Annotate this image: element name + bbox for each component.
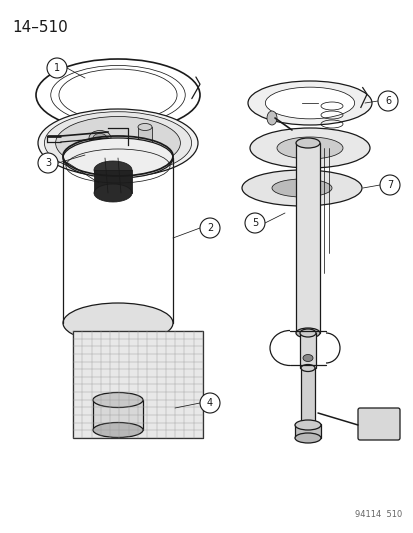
- Bar: [93, 400, 142, 430]
- Circle shape: [199, 393, 219, 413]
- Ellipse shape: [276, 137, 342, 159]
- Bar: [295, 143, 319, 333]
- Text: 2: 2: [206, 223, 213, 233]
- Bar: [299, 333, 315, 368]
- Circle shape: [199, 218, 219, 238]
- Ellipse shape: [294, 433, 320, 443]
- Text: 3: 3: [45, 158, 51, 168]
- Ellipse shape: [294, 420, 320, 430]
- Bar: [73, 331, 202, 438]
- Ellipse shape: [138, 124, 152, 131]
- Ellipse shape: [300, 422, 314, 429]
- Ellipse shape: [63, 138, 173, 178]
- Circle shape: [244, 213, 264, 233]
- Ellipse shape: [94, 161, 132, 179]
- Ellipse shape: [271, 179, 331, 197]
- Circle shape: [377, 91, 397, 111]
- Ellipse shape: [265, 87, 354, 119]
- Ellipse shape: [89, 131, 111, 146]
- Text: 1: 1: [54, 63, 60, 73]
- Ellipse shape: [299, 329, 315, 337]
- Ellipse shape: [138, 143, 152, 150]
- Ellipse shape: [63, 303, 173, 343]
- Ellipse shape: [302, 354, 312, 361]
- Ellipse shape: [44, 112, 191, 174]
- Circle shape: [379, 175, 399, 195]
- Ellipse shape: [247, 81, 371, 125]
- Ellipse shape: [295, 328, 319, 338]
- Bar: [94, 170, 132, 193]
- Bar: [300, 368, 314, 425]
- Text: 14–510: 14–510: [12, 20, 68, 35]
- Ellipse shape: [93, 392, 142, 408]
- Ellipse shape: [94, 184, 132, 202]
- Ellipse shape: [55, 117, 180, 169]
- Ellipse shape: [38, 109, 197, 177]
- Bar: [138, 127, 152, 147]
- Text: 4: 4: [206, 398, 213, 408]
- Text: 5: 5: [251, 218, 257, 228]
- Ellipse shape: [242, 170, 361, 206]
- Text: 7: 7: [386, 180, 392, 190]
- Circle shape: [38, 153, 58, 173]
- Bar: [294, 424, 320, 438]
- Ellipse shape: [300, 365, 314, 372]
- Ellipse shape: [249, 128, 369, 168]
- Ellipse shape: [266, 111, 276, 125]
- Circle shape: [47, 58, 67, 78]
- Text: 6: 6: [384, 96, 390, 106]
- FancyBboxPatch shape: [357, 408, 399, 440]
- Ellipse shape: [295, 138, 319, 148]
- Text: 94114  510: 94114 510: [354, 510, 401, 519]
- Ellipse shape: [93, 133, 107, 142]
- Ellipse shape: [93, 423, 142, 438]
